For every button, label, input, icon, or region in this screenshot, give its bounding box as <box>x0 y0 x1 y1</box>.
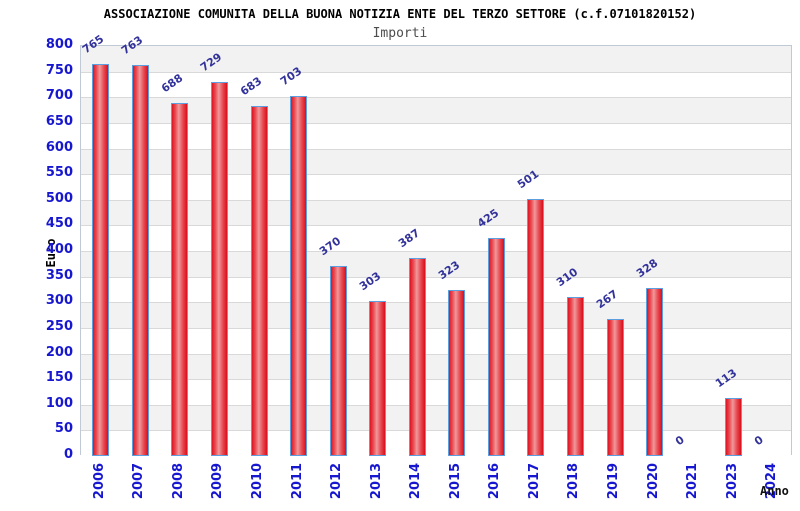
bar <box>408 257 426 456</box>
x-tick-label: 2018 <box>566 462 582 500</box>
y-tick-label: 500 <box>45 190 73 206</box>
x-tick-label: 2014 <box>408 462 424 500</box>
bar <box>369 300 387 456</box>
y-tick-label: 300 <box>45 293 73 309</box>
y-tick-label: 350 <box>45 267 73 283</box>
chart-subtitle: Importi <box>372 26 428 41</box>
plot-band <box>81 225 791 251</box>
plot-band <box>81 276 791 303</box>
plot-area <box>80 45 792 456</box>
plot-band <box>81 302 791 328</box>
y-tick-label: 150 <box>45 370 73 386</box>
x-tick-label: 2008 <box>170 462 186 500</box>
bar <box>566 297 584 456</box>
gridline <box>81 174 791 176</box>
y-tick-label: 400 <box>45 242 73 257</box>
bar <box>606 319 624 456</box>
x-tick-label: 2019 <box>606 462 621 500</box>
gridline <box>81 71 791 73</box>
y-tick-label: 250 <box>45 318 73 334</box>
gridline <box>81 327 791 329</box>
plot-band <box>81 199 791 226</box>
bar-chart: ASSOCIAZIONE COMUNITA DELLA BUONA NOTIZI… <box>44 7 792 500</box>
plot-band <box>81 122 791 149</box>
plot-band <box>81 353 791 380</box>
plot-band <box>81 327 791 354</box>
gridline <box>81 199 791 201</box>
y-tick-label: 50 <box>54 421 73 437</box>
y-tick-label: 450 <box>45 216 73 232</box>
plot-band <box>81 46 791 72</box>
x-tick-label: 2012 <box>329 462 345 500</box>
y-tick-label: 700 <box>45 88 73 104</box>
gridline <box>81 251 791 252</box>
plot-band <box>81 404 791 431</box>
x-tick-label: 2011 <box>289 462 305 500</box>
x-tick-label: 2021 <box>685 462 701 500</box>
gridline <box>81 302 791 304</box>
bar <box>329 266 347 456</box>
plot-band <box>81 148 791 175</box>
bar <box>290 95 308 456</box>
y-tick-label: 0 <box>63 447 73 462</box>
x-tick-label: 2017 <box>526 462 542 500</box>
gridline <box>81 430 791 432</box>
x-tick-label: 2016 <box>487 462 503 500</box>
bar <box>210 82 228 456</box>
plot-band <box>81 379 791 405</box>
plot-band <box>81 251 791 277</box>
gridline <box>81 379 791 381</box>
bar <box>448 290 466 456</box>
gridline <box>81 148 791 150</box>
bar <box>646 287 664 456</box>
plot-band <box>81 97 791 123</box>
bar <box>527 199 545 456</box>
y-tick-label: 550 <box>45 165 73 181</box>
chart-title: ASSOCIAZIONE COMUNITA DELLA BUONA NOTIZI… <box>103 7 697 21</box>
plot-band <box>81 174 791 200</box>
y-tick-label: 800 <box>45 37 73 52</box>
bar <box>131 64 149 456</box>
x-tick-label: 2023 <box>724 462 740 500</box>
gridline <box>81 353 791 355</box>
gridline <box>81 97 791 99</box>
plot-band <box>81 71 791 98</box>
x-tick-label: 2010 <box>250 462 265 500</box>
x-tick-label: 2007 <box>131 462 147 500</box>
x-tick-label: 2006 <box>91 462 107 500</box>
x-axis-label: Anno <box>760 484 789 498</box>
x-tick-label: 2013 <box>368 462 384 500</box>
bar <box>171 103 189 456</box>
gridline <box>81 122 791 124</box>
gridline <box>81 404 791 406</box>
bar <box>92 63 110 456</box>
gridline <box>81 276 791 278</box>
x-tick-label: 2015 <box>447 462 463 500</box>
bar <box>487 238 505 456</box>
x-tick-label: 2020 <box>645 462 661 500</box>
x-tick-label: 2009 <box>210 462 226 500</box>
y-tick-label: 200 <box>45 344 73 360</box>
plot-band <box>81 430 791 456</box>
x-tick-label: 2024 <box>764 462 780 500</box>
gridline <box>81 225 791 227</box>
y-tick-label: 650 <box>45 113 73 129</box>
bar <box>250 105 268 456</box>
y-tick-label: 600 <box>45 139 73 155</box>
y-tick-label: 100 <box>45 395 73 411</box>
y-tick-label: 750 <box>45 62 73 78</box>
bar <box>725 398 743 456</box>
